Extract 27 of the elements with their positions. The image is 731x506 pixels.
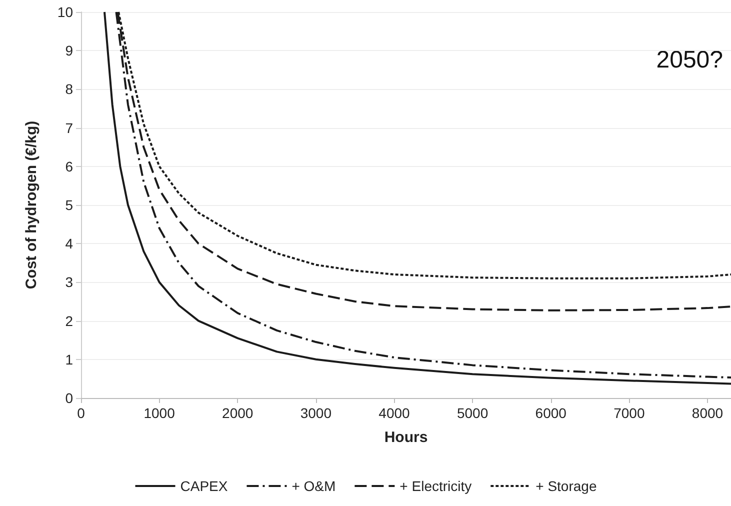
y-tick-label: 10 xyxy=(57,4,74,20)
x-tick-label: 1000 xyxy=(144,405,176,421)
x-tick-label: 2000 xyxy=(222,405,254,421)
legend-label: CAPEX xyxy=(180,478,228,494)
x-tick-label: 4000 xyxy=(378,405,410,421)
y-axis-title: Cost of hydrogen (€/kg) xyxy=(23,120,40,290)
legend-label: + O&M xyxy=(292,478,336,494)
x-tick-label: 8000 xyxy=(692,405,724,421)
y-tick-label: 7 xyxy=(65,120,74,136)
x-tick-label: 7000 xyxy=(614,405,645,421)
y-tick-label: 8 xyxy=(65,81,74,98)
y-tick-label: 2 xyxy=(65,312,74,329)
annotation: 2050? xyxy=(656,46,724,74)
legend-label: + Electricity xyxy=(400,478,472,494)
legend-label: + Storage xyxy=(536,478,597,494)
x-tick-label: 0 xyxy=(77,405,86,421)
y-tick-label: 5 xyxy=(65,197,74,213)
y-tick-label: 0 xyxy=(65,390,74,406)
x-axis-title: Hours xyxy=(384,429,428,446)
x-tick-label: 3000 xyxy=(300,405,332,421)
x-tick-label: 6000 xyxy=(535,405,567,421)
y-tick-label: 3 xyxy=(65,274,74,290)
x-tick-label: 5000 xyxy=(456,405,488,421)
y-tick-label: 4 xyxy=(65,236,74,252)
y-tick-label: 9 xyxy=(65,42,74,59)
y-tick-label: 6 xyxy=(65,158,74,174)
y-tick-label: 1 xyxy=(65,351,74,368)
